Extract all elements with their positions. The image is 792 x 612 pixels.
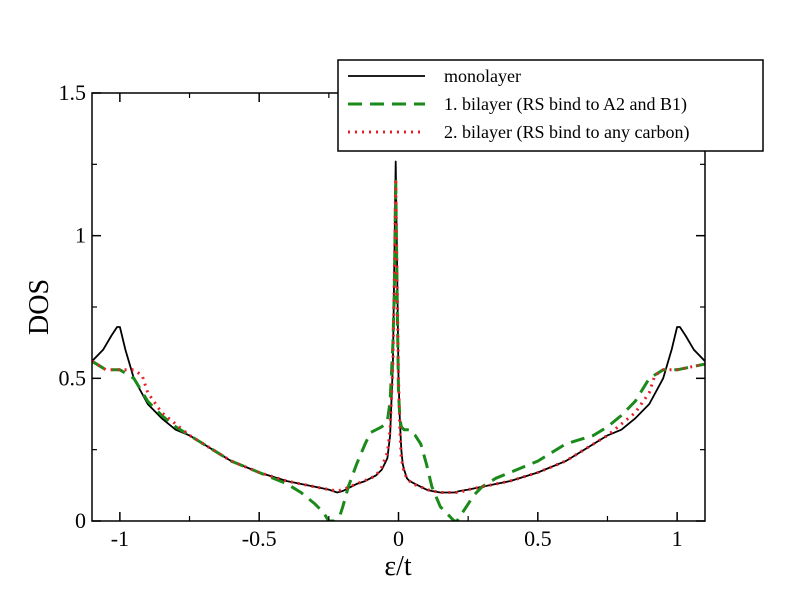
legend-label-2: 1. bilayer (RS bind to A2 and B1) bbox=[444, 94, 687, 115]
x-axis-title: ε/t bbox=[384, 551, 412, 582]
y-tick-label: 0.5 bbox=[59, 365, 87, 390]
legend-label-1: monolayer bbox=[444, 66, 521, 86]
legend-label-3: 2. bilayer (RS bind to any carbon) bbox=[444, 122, 689, 143]
x-tick-label: -1 bbox=[111, 526, 129, 551]
series-layer bbox=[92, 160, 705, 521]
y-tick-label: 0 bbox=[75, 508, 86, 533]
x-tick-label: 0 bbox=[393, 526, 404, 551]
legend: monolayer 1. bilayer (RS bind to A2 and B… bbox=[337, 59, 764, 152]
y-tick-label: 1.5 bbox=[59, 80, 87, 105]
y-axis-title: DOS bbox=[24, 279, 55, 335]
y-tick-label: 1 bbox=[75, 223, 86, 248]
x-tick-label: 0.5 bbox=[524, 526, 552, 551]
ticks-layer: -1 -0.5 0 0.5 1 0 0.5 1 1.5 bbox=[59, 80, 705, 551]
x-tick-label: 1 bbox=[672, 526, 683, 551]
x-tick-label: -0.5 bbox=[242, 526, 277, 551]
